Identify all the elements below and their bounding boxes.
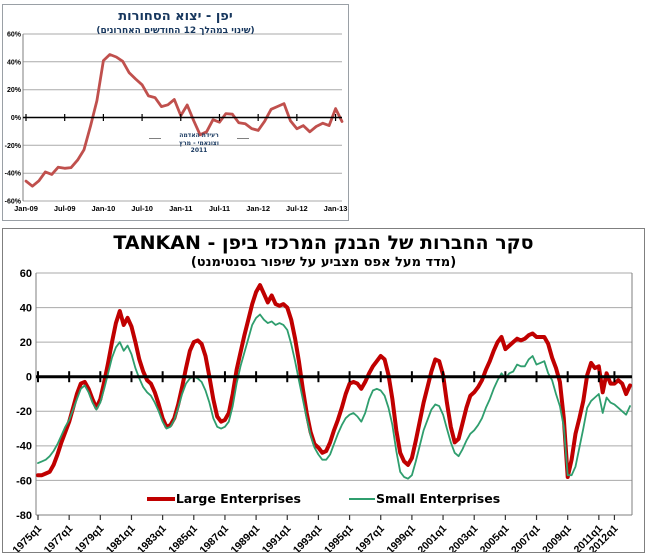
x-tick-label: 1987q1	[197, 523, 231, 552]
x-tick-label: 1979q1	[73, 523, 107, 552]
y-tick-label: -20	[16, 406, 32, 418]
x-tick-label: 1997q1	[353, 523, 387, 552]
x-tick-label: Jan-11	[169, 204, 192, 213]
annotation-dash-right	[237, 138, 249, 139]
x-tick-label: 1983q1	[135, 523, 169, 552]
earthquake-annotation: רעידת האדמה וצונאמי - מרץ 2011	[149, 132, 249, 155]
tankan-chart-title: סקר החברות של הבנק המרכזי ביפן - TANKAN	[113, 232, 534, 254]
exports-chart: Jan-09 Jul-09 Jan-10 Jul-10 Jan-11 Jul-11 Jan-…	[2, 4, 349, 221]
legend-item-large: Large Enterprises	[146, 491, 301, 506]
exports-line	[24, 53, 344, 188]
y-tick-label: 20	[20, 337, 32, 349]
y-tick-label: -20%	[5, 143, 22, 150]
x-tick-label: Jan-10	[92, 204, 116, 213]
y-tick-label: 0%	[11, 115, 22, 122]
x-tick-label: 2007q1	[509, 523, 543, 552]
y-tick-label: 60%	[7, 31, 22, 38]
x-tick-label: 2003q1	[447, 523, 481, 552]
annotation-text: רעידת האדמה וצונאמי - מרץ 2011	[164, 132, 234, 155]
annotation-dash-left	[149, 138, 161, 139]
annotation-line-1: רעידת האדמה	[179, 132, 219, 139]
y-tick-label: -60	[16, 475, 32, 487]
x-tick-label: Jul-10	[131, 204, 153, 213]
x-tick-label: Jul-09	[54, 204, 76, 213]
exports-chart-subtitle: (שינוי במהלך 12 החודשים האחרונים)	[96, 26, 255, 36]
y-tick-label: -80	[16, 510, 32, 522]
exports-chart-title: יפן - יצוא הסחורות	[118, 9, 233, 24]
x-tick-label: Jan-09	[14, 204, 38, 213]
tankan-chart-subtitle: (מדד מעל אפס מצביע על שיפור בסנטימנט)	[190, 255, 457, 270]
x-tick-label: 1981q1	[104, 523, 138, 552]
legend-item-small: Small Enterprises	[348, 491, 501, 506]
x-tick-label: 1985q1	[166, 523, 200, 552]
x-tick-label: Jan-12	[246, 204, 270, 213]
x-tick-label: 1975q1	[10, 523, 44, 552]
small-enterprises-line-swatch	[348, 497, 375, 500]
x-tick-label: 1995q1	[322, 523, 356, 552]
y-tick-label: 0	[26, 372, 32, 384]
x-tick-label: 1977q1	[42, 523, 76, 552]
tankan-chart: 1975q1 1977q1 1979q1 1981q1 1983q1 1985q1 1987…	[2, 228, 645, 553]
x-tick-label: 1999q1	[384, 523, 418, 552]
x-tick-label: 2005q1	[478, 523, 512, 552]
large-enterprises-line-swatch	[146, 496, 175, 501]
y-tick-label: -40%	[5, 171, 22, 178]
annotation-line-3: 2011	[190, 147, 208, 154]
x-tick-label: 1993q1	[291, 523, 325, 552]
annotation-line-2: וצונאמי - מרץ	[179, 139, 219, 147]
y-tick-label: 60	[20, 268, 32, 280]
y-tick-label: 20%	[7, 87, 22, 94]
x-tick-label: Jan-13	[324, 204, 348, 213]
x-tick-label: 1989q1	[229, 523, 263, 552]
y-tick-label: 40%	[7, 59, 22, 66]
large-enterprises-line	[36, 283, 632, 479]
x-tick-label: 1991q1	[260, 523, 294, 552]
x-tick-label: 2001q1	[415, 523, 449, 552]
legend-label-large: Large Enterprises	[175, 491, 301, 506]
tankan-plot: 1975q11977q11979q11981q11983q11985q11987…	[10, 268, 633, 552]
y-tick-label: -60%	[5, 198, 22, 205]
legend-label-small: Small Enterprises	[375, 491, 501, 506]
x-tick-label: 2009q1	[540, 523, 574, 552]
small-enterprises-line	[37, 313, 631, 480]
x-tick-label: Jul-12	[286, 204, 308, 213]
y-tick-label: 40	[20, 302, 32, 314]
y-tick-label: -40	[16, 441, 32, 453]
tankan-legend: Large Enterprises Small Enterprises	[3, 491, 644, 506]
x-tick-label: Jul-11	[209, 204, 230, 213]
exports-plot: Jan-09 Jul-09 Jan-10 Jul-10 Jan-11 Jul-11 Jan-…	[5, 31, 348, 213]
